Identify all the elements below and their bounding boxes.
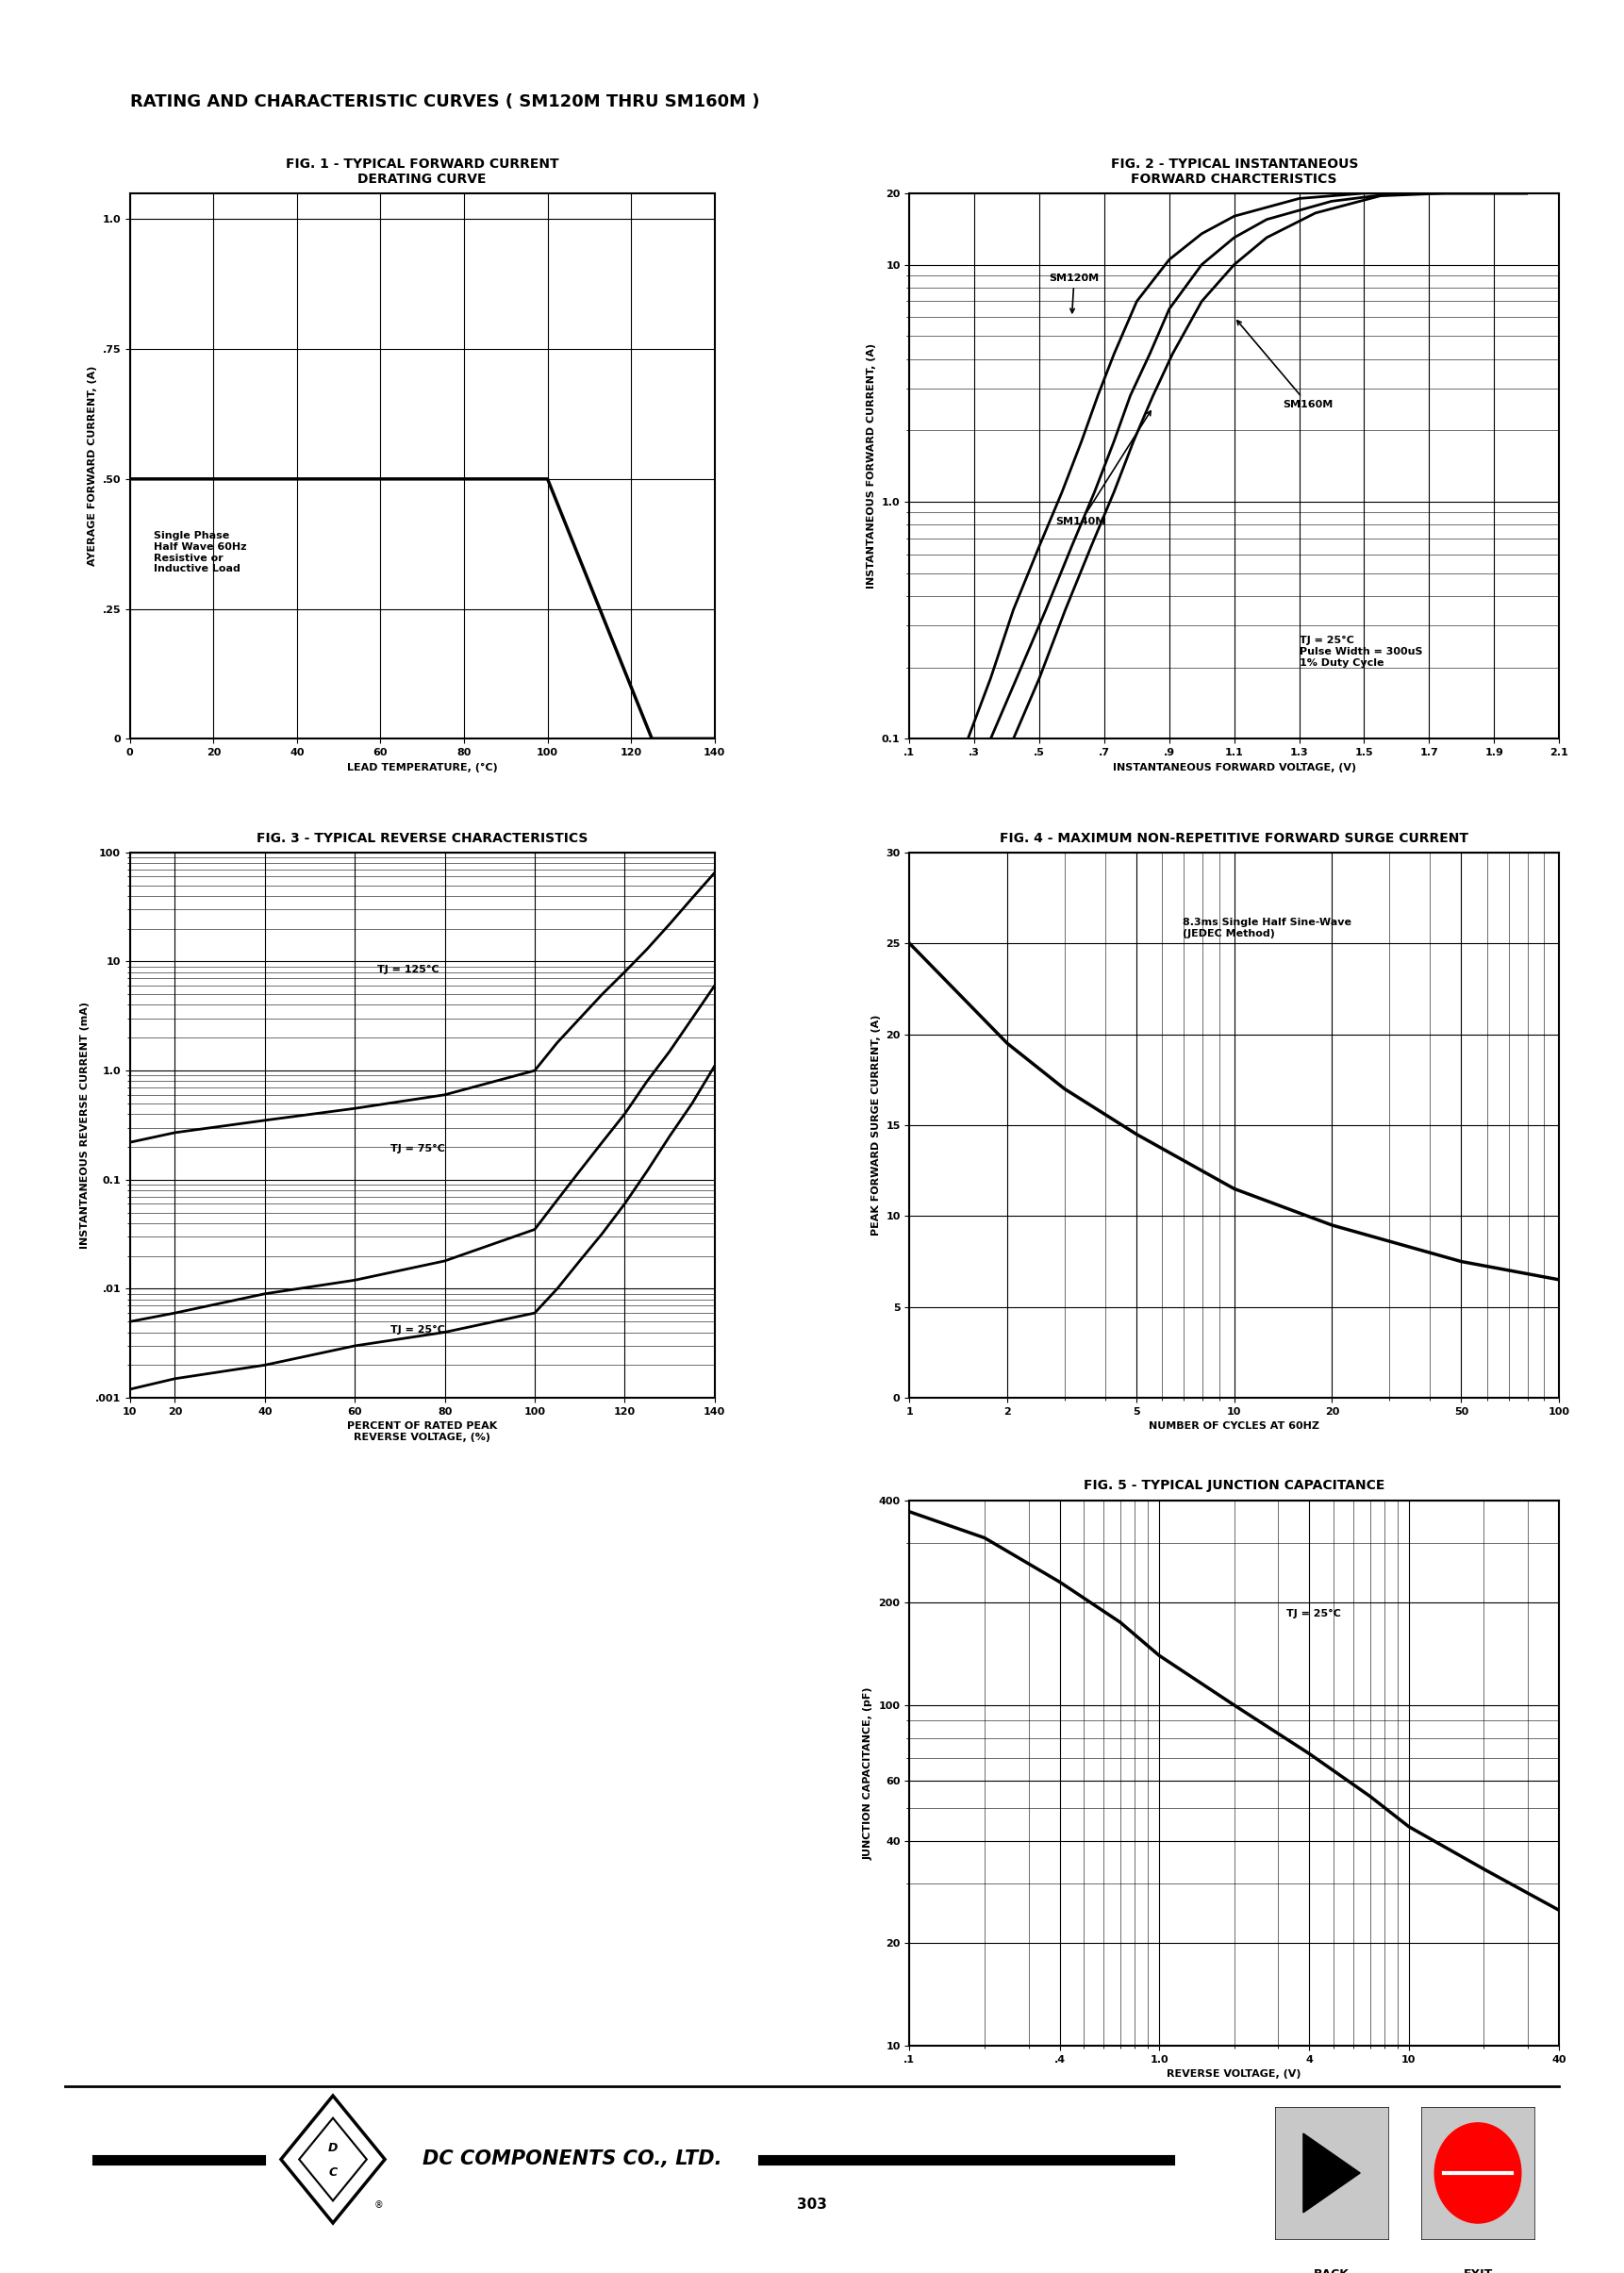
Title: FIG. 4 - MAXIMUM NON-REPETITIVE FORWARD SURGE CURRENT: FIG. 4 - MAXIMUM NON-REPETITIVE FORWARD … xyxy=(1000,832,1468,846)
Title: FIG. 5 - TYPICAL JUNCTION CAPACITANCE: FIG. 5 - TYPICAL JUNCTION CAPACITANCE xyxy=(1083,1480,1385,1493)
Text: ®: ® xyxy=(374,2200,383,2209)
Text: TJ = 25°C: TJ = 25°C xyxy=(391,1325,445,1334)
Text: RATING AND CHARACTERISTIC CURVES ( SM120M THRU SM160M ): RATING AND CHARACTERISTIC CURVES ( SM120… xyxy=(130,93,760,111)
Y-axis label: INSTANTANEOUS FORWARD CURRENT, (A): INSTANTANEOUS FORWARD CURRENT, (A) xyxy=(867,343,877,589)
Text: TJ = 25°C
Pulse Width = 300uS
1% Duty Cycle: TJ = 25°C Pulse Width = 300uS 1% Duty Cy… xyxy=(1299,636,1423,668)
X-axis label: LEAD TEMPERATURE, (°C): LEAD TEMPERATURE, (°C) xyxy=(348,761,497,773)
X-axis label: INSTANTANEOUS FORWARD VOLTAGE, (V): INSTANTANEOUS FORWARD VOLTAGE, (V) xyxy=(1112,761,1356,773)
Text: 8.3ms Single Half Sine-Wave
(JEDEC Method): 8.3ms Single Half Sine-Wave (JEDEC Metho… xyxy=(1182,918,1351,939)
Title: FIG. 2 - TYPICAL INSTANTANEOUS
FORWARD CHARCTERISTICS: FIG. 2 - TYPICAL INSTANTANEOUS FORWARD C… xyxy=(1111,157,1358,186)
Circle shape xyxy=(1434,2123,1522,2223)
Y-axis label: AYERAGE FORWARD CURRENT, (A): AYERAGE FORWARD CURRENT, (A) xyxy=(88,366,97,566)
Text: TJ = 125°C: TJ = 125°C xyxy=(377,964,438,973)
Y-axis label: JUNCTION CAPACITANCE, (pF): JUNCTION CAPACITANCE, (pF) xyxy=(864,1687,874,1859)
Text: SM120M: SM120M xyxy=(1049,273,1099,314)
Text: Single Phase
Half Wave 60Hz
Resistive or
Inductive Load: Single Phase Half Wave 60Hz Resistive or… xyxy=(153,532,247,573)
Text: DC COMPONENTS CO., LTD.: DC COMPONENTS CO., LTD. xyxy=(422,2150,721,2168)
Title: FIG. 3 - TYPICAL REVERSE CHARACTERISTICS: FIG. 3 - TYPICAL REVERSE CHARACTERISTICS xyxy=(257,832,588,846)
Text: BACK: BACK xyxy=(1314,2268,1350,2273)
Text: TJ = 75°C: TJ = 75°C xyxy=(391,1143,445,1155)
Text: D: D xyxy=(328,2141,338,2155)
Polygon shape xyxy=(1302,2134,1361,2212)
Text: SM140M: SM140M xyxy=(1056,411,1151,527)
X-axis label: PERCENT OF RATED PEAK
REVERSE VOLTAGE, (%): PERCENT OF RATED PEAK REVERSE VOLTAGE, (… xyxy=(348,1421,497,1441)
Y-axis label: INSTANTANEOUS REVERSE CURRENT (mA): INSTANTANEOUS REVERSE CURRENT (mA) xyxy=(80,1002,89,1248)
Text: TJ = 25°C: TJ = 25°C xyxy=(1286,1609,1341,1618)
Text: 303: 303 xyxy=(797,2198,827,2212)
Title: FIG. 1 - TYPICAL FORWARD CURRENT
DERATING CURVE: FIG. 1 - TYPICAL FORWARD CURRENT DERATIN… xyxy=(286,157,559,186)
Y-axis label: PEAK FORWARD SURGE CURRENT, (A): PEAK FORWARD SURGE CURRENT, (A) xyxy=(870,1014,880,1237)
X-axis label: NUMBER OF CYCLES AT 60HZ: NUMBER OF CYCLES AT 60HZ xyxy=(1148,1421,1320,1432)
Text: EXIT: EXIT xyxy=(1463,2268,1492,2273)
Text: C: C xyxy=(328,2166,338,2180)
Text: SM160M: SM160M xyxy=(1237,320,1333,409)
X-axis label: REVERSE VOLTAGE, (V): REVERSE VOLTAGE, (V) xyxy=(1168,2068,1301,2080)
